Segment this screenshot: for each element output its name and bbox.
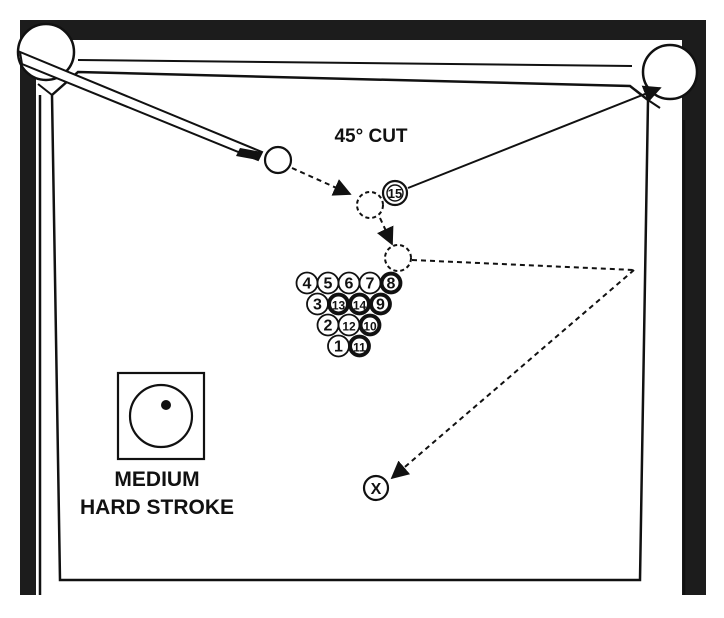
cue-travel-to-target (390, 269, 635, 480)
stroke-label-line2: HARD STROKE (80, 496, 234, 519)
rack-ball-label: 4 (303, 276, 312, 293)
rack-ball-label: 9 (376, 297, 385, 314)
object-ball-15: 15 (381, 179, 409, 207)
rack-ball-label: 11 (353, 341, 366, 355)
top-rail-line (77, 59, 633, 67)
shot-label: 45° CUT (334, 126, 407, 147)
rack-ball-label: 2 (324, 318, 333, 335)
rack-ball-2: 2 (316, 313, 340, 337)
rack-ball-13: 13 (327, 292, 350, 316)
ghost-ball-after (384, 244, 412, 272)
rack-ball-14: 14 (348, 292, 371, 316)
english-contact-dot (161, 400, 171, 410)
rack-ball-label: 3 (313, 297, 322, 314)
cue-stick (18, 50, 264, 162)
rack-ball-5: 5 (316, 271, 340, 295)
rack-ball-11: 11 (348, 334, 371, 358)
cue-ball (263, 145, 293, 175)
rack-ball-label: 6 (345, 276, 354, 293)
rack-ball-12: 12 (337, 313, 361, 337)
object-ball-label: 15 (388, 186, 402, 201)
cue-path-arrow (291, 167, 352, 196)
target-label: X (371, 481, 382, 498)
rack-ball-6: 6 (337, 271, 361, 295)
rack-ball-8: 8 (379, 271, 403, 295)
ghost-ball-contact (356, 191, 384, 219)
rack-ball-label: 7 (366, 276, 375, 293)
stroke-label-line1: MEDIUM (114, 468, 199, 491)
cue-travel-to-rail (411, 259, 635, 271)
rack-ball-label: 8 (387, 276, 396, 293)
cushion-edge-line (37, 83, 53, 96)
rack-ball-label: 12 (342, 320, 356, 334)
english-indicator (116, 371, 206, 461)
rack-ball-1: 1 (327, 334, 350, 358)
rack-ball-4: 4 (295, 271, 319, 295)
english-cue-ball (128, 383, 194, 449)
rack-ball-label: 1 (334, 339, 343, 356)
rack-ball-7: 7 (358, 271, 382, 295)
pocket-top-right (641, 43, 699, 101)
rack-ball-3: 3 (306, 292, 329, 316)
rack-ball-label: 10 (363, 320, 377, 334)
rack-ball-label: 13 (332, 299, 346, 313)
rack-ball-label: 14 (353, 299, 367, 313)
deflection-arrow (377, 217, 394, 246)
rack-ball-label: 5 (324, 276, 333, 293)
rack-ball-9: 9 (369, 292, 392, 316)
target-position: X (362, 474, 390, 502)
ball-rack: 4 5 6 7 83 13 14 92 12 101 11 (295, 271, 403, 358)
object-ball-path-arrow (407, 85, 662, 189)
rack-ball-10: 10 (358, 313, 382, 337)
